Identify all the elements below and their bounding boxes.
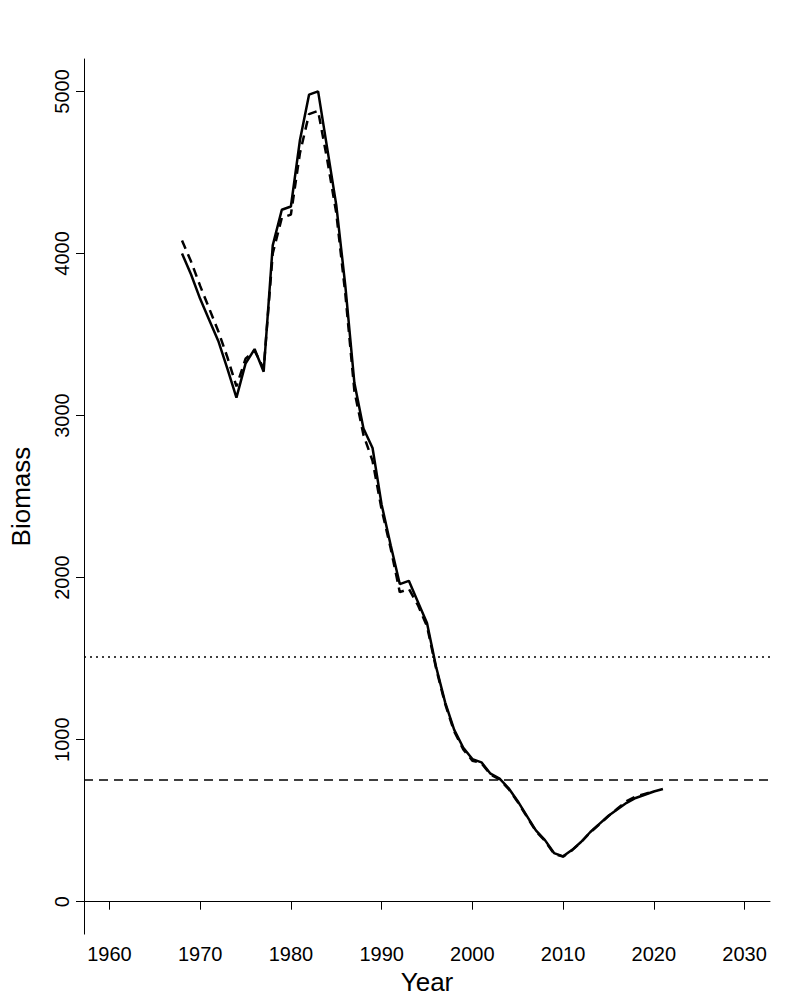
- svg-text:2020: 2020: [632, 943, 677, 965]
- svg-text:1000: 1000: [51, 717, 73, 762]
- svg-text:5000: 5000: [51, 69, 73, 114]
- svg-text:2000: 2000: [450, 943, 495, 965]
- svg-text:4000: 4000: [51, 231, 73, 276]
- svg-text:1970: 1970: [178, 943, 223, 965]
- svg-text:3000: 3000: [51, 393, 73, 438]
- svg-text:Year: Year: [401, 967, 454, 997]
- svg-text:2000: 2000: [51, 555, 73, 600]
- svg-text:1980: 1980: [269, 943, 314, 965]
- svg-text:0: 0: [51, 896, 73, 907]
- svg-text:1960: 1960: [87, 943, 132, 965]
- svg-text:1990: 1990: [359, 943, 404, 965]
- svg-text:2030: 2030: [722, 943, 767, 965]
- svg-text:2010: 2010: [541, 943, 586, 965]
- svg-text:Biomass: Biomass: [6, 447, 36, 547]
